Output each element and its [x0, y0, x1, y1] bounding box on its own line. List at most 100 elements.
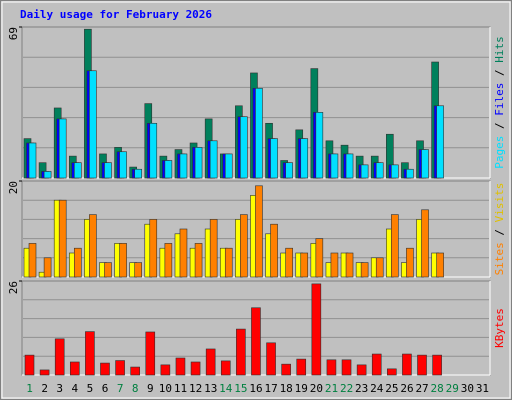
x-tick-label: 15	[234, 382, 247, 395]
legend: Pages / Files / Hits	[493, 36, 506, 169]
legend-entry: KBytes	[493, 308, 506, 348]
bar	[205, 348, 216, 376]
bar	[417, 354, 427, 376]
bar	[360, 164, 369, 179]
bar	[145, 331, 156, 376]
bar	[119, 243, 127, 278]
x-tick-label: 29	[446, 382, 459, 395]
x-tick-label: 12	[189, 382, 202, 395]
bar	[326, 359, 337, 376]
bar	[115, 360, 125, 376]
bar	[224, 153, 233, 179]
bar	[371, 353, 382, 376]
bar	[164, 243, 173, 278]
bar	[270, 138, 278, 179]
legend-separator: /	[493, 222, 506, 242]
x-tick-label: 31	[476, 382, 489, 395]
bar	[345, 153, 354, 179]
bar	[73, 247, 82, 278]
bar	[360, 262, 369, 278]
bar	[356, 364, 367, 376]
bar	[175, 357, 186, 376]
x-tick-label: 26	[400, 382, 413, 395]
bar	[315, 112, 324, 179]
bar	[391, 214, 399, 278]
bar	[104, 262, 112, 278]
bar	[179, 228, 188, 278]
bar	[436, 105, 444, 179]
bar	[54, 338, 65, 376]
bar	[270, 223, 278, 278]
bar	[266, 342, 276, 376]
x-tick-label: 8	[132, 382, 139, 395]
bar	[160, 364, 171, 376]
x-tick-label: 30	[461, 382, 474, 395]
legend-separator: /	[493, 116, 506, 136]
x-tick-label: 10	[159, 382, 172, 395]
x-tick-label: 21	[325, 382, 338, 395]
legend-entry: Visits	[493, 183, 506, 223]
legend-separator: /	[493, 63, 506, 83]
bar	[285, 247, 293, 278]
bar	[164, 160, 173, 179]
bar	[190, 361, 201, 376]
x-tick-label: 5	[87, 382, 94, 395]
bar	[436, 252, 444, 278]
bar	[28, 142, 37, 179]
y-tick-label: 20	[7, 181, 20, 194]
x-tick-label: 16	[249, 382, 262, 395]
bar	[402, 353, 412, 376]
bar	[89, 70, 97, 179]
bar	[149, 122, 158, 179]
bar	[43, 257, 52, 278]
bar	[315, 238, 324, 278]
bar	[85, 331, 95, 376]
x-tick-label: 13	[204, 382, 217, 395]
x-tick-label: 25	[385, 382, 398, 395]
x-tick-label: 6	[102, 382, 109, 395]
legend: Sites / Visits	[493, 183, 506, 276]
bar	[43, 171, 52, 179]
bar	[255, 185, 263, 278]
x-tick-label: 14	[219, 382, 233, 395]
x-tick-label: 11	[174, 382, 187, 395]
x-tick-label: 17	[264, 382, 277, 395]
bar	[28, 243, 37, 278]
x-tick-label: 4	[72, 382, 79, 395]
x-tick-label: 20	[310, 382, 323, 395]
bar	[255, 87, 263, 179]
bar	[345, 252, 354, 278]
bar	[330, 153, 339, 179]
bar	[179, 153, 188, 179]
x-tick-label: 23	[355, 382, 368, 395]
bar	[300, 252, 309, 278]
bar	[300, 138, 309, 179]
legend-entry: Sites	[493, 242, 506, 275]
bar	[104, 162, 112, 179]
bar	[285, 162, 293, 179]
bar	[387, 368, 397, 376]
bar	[251, 307, 261, 376]
bar	[375, 162, 384, 179]
bar	[134, 262, 142, 278]
x-tick-label: 9	[147, 382, 154, 395]
bar	[58, 118, 67, 179]
bar	[194, 147, 203, 179]
bar	[406, 247, 414, 278]
y-tick-label: 69	[7, 27, 20, 40]
bar	[69, 361, 80, 376]
bar	[311, 283, 322, 376]
bar	[194, 243, 203, 278]
legend: KBytes	[493, 308, 506, 348]
bar	[149, 219, 158, 278]
bar	[432, 354, 442, 376]
x-tick-label: 27	[415, 382, 428, 395]
bar	[130, 366, 140, 376]
x-tick-label: 24	[370, 382, 384, 395]
bar	[421, 209, 429, 278]
bar	[236, 328, 246, 376]
bar	[224, 247, 233, 278]
bar	[89, 214, 97, 278]
